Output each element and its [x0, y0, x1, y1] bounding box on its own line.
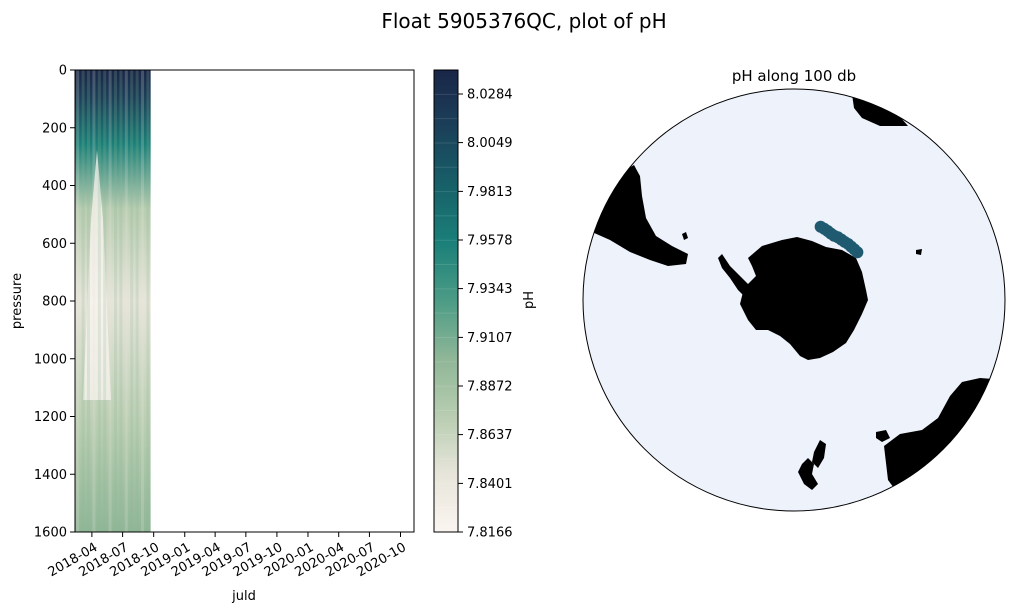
section-y-tick-label: 400 [42, 179, 67, 194]
section-profile-streak [141, 70, 145, 532]
section-profile-streak [114, 70, 118, 532]
colorbar-tick-label: 7.9107 [467, 331, 513, 346]
section-y-tick-label: 1600 [34, 526, 67, 541]
section-ylabel: pressure [10, 273, 25, 329]
section-y-tick-label: 1200 [34, 410, 67, 425]
section-profile-streak [81, 70, 85, 532]
kerguelen-island [916, 249, 922, 255]
colorbar-tick-label: 8.0284 [467, 87, 513, 102]
section-profile-streak [119, 70, 123, 532]
colorbar-tick-label: 7.8401 [467, 477, 513, 492]
section-profile-streak [108, 70, 112, 532]
section-y-tick-label: 0 [59, 64, 67, 79]
colorbar-tick-label: 8.0049 [467, 136, 513, 151]
section-x-ticks: 2018-042018-072018-102019-012019-042019-… [46, 532, 409, 580]
section-profile-streak [87, 70, 91, 532]
colorbar: 8.0284 8.0049 7.9813 7.9578 7.9343 7.9107 7.88… [433, 69, 537, 541]
section-data-field [75, 70, 151, 532]
colorbar-tick-label: 7.9343 [467, 282, 513, 297]
section-data-texture [76, 70, 150, 532]
antarctic-peninsula [718, 254, 750, 300]
south-georgia-island [682, 232, 688, 240]
section-plot: 0 200 400 600 800 1000 1200 1400 1600 2018-04201… [10, 64, 415, 604]
section-profile-streak [135, 70, 139, 532]
section-profile-streak [97, 70, 101, 532]
map-outline [582, 88, 1006, 512]
map-title: pH along 100 db [732, 67, 856, 85]
section-y-tick-label: 800 [42, 295, 67, 310]
colorbar-tick-label: 7.8872 [467, 379, 513, 394]
section-profile-streak [130, 70, 134, 532]
colorbar-tick-label: 7.8166 [467, 526, 513, 541]
new-zealand-north-island [812, 440, 826, 468]
colorbar-tick-label: 7.9578 [467, 233, 513, 248]
section-profile-streak [124, 70, 128, 532]
colorbar-ticks: 8.0284 8.0049 7.9813 7.9578 7.9343 7.9107 7.88… [458, 87, 513, 541]
tasmania-island [876, 430, 890, 442]
new-zealand-south-island [798, 458, 818, 490]
section-y-ticks: 0 200 400 600 800 1000 1200 1400 1600 [34, 64, 75, 541]
float-track [814, 220, 864, 259]
section-y-tick-label: 1000 [34, 352, 67, 367]
section-profile-streak [76, 70, 80, 532]
section-profile-streak [146, 70, 150, 532]
map-plot: pH along 100 db [582, 67, 1006, 512]
antarctica-landmass [740, 237, 868, 360]
section-y-tick-label: 1400 [34, 468, 67, 483]
section-xlabel: juld [231, 589, 256, 604]
section-profile-streak [103, 70, 107, 532]
colorbar-band-lines [434, 93, 458, 509]
colorbar-gradient [434, 70, 458, 532]
colorbar-frame [433, 69, 459, 533]
float-track-point [814, 220, 827, 233]
colorbar-tick-label: 7.9813 [467, 185, 513, 200]
figure-suptitle: Float 5905376QC, plot of pH [381, 9, 666, 33]
colorbar-label: pH [522, 291, 537, 309]
colorbar-tick-label: 7.8637 [467, 428, 513, 443]
section-low-ph-plume [83, 150, 111, 400]
section-y-tick-label: 600 [42, 237, 67, 252]
section-profile-streak [92, 70, 96, 532]
section-y-tick-label: 200 [42, 121, 67, 136]
